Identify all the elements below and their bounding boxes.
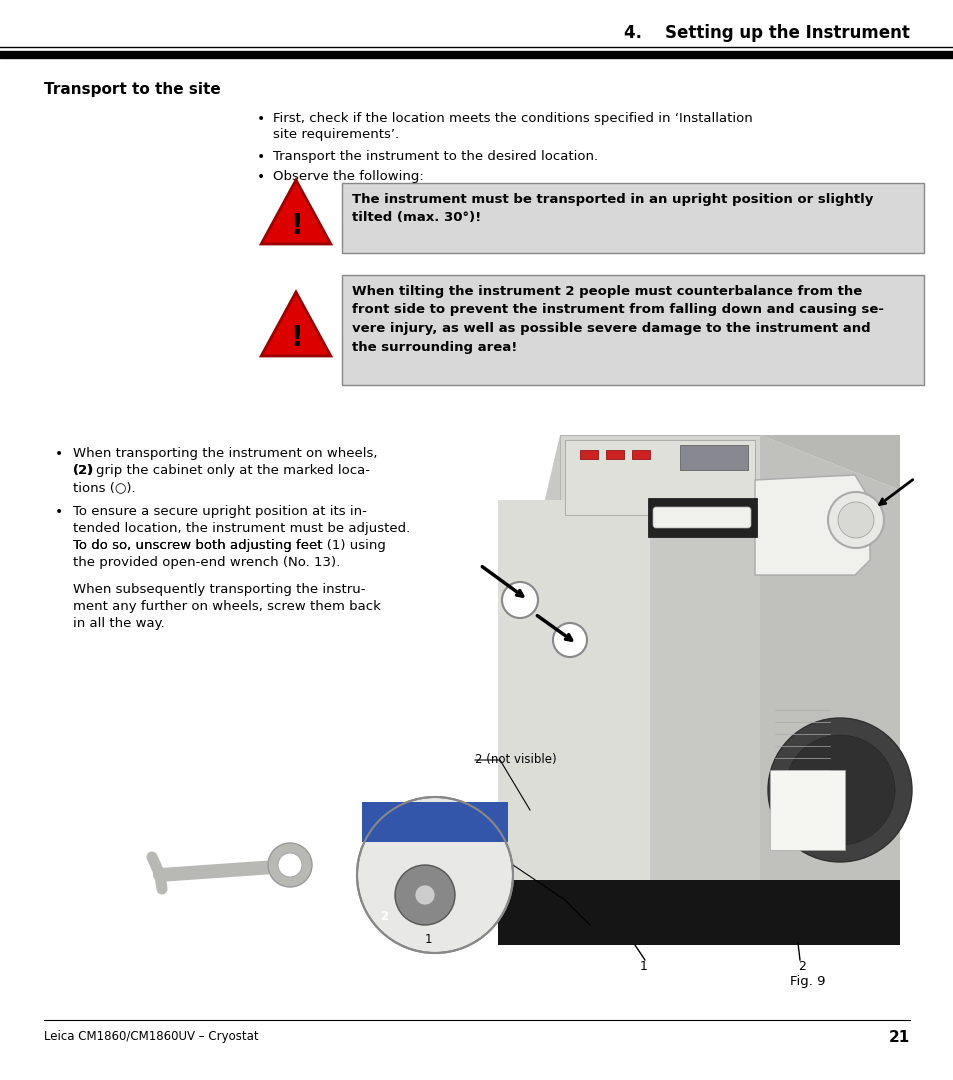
Text: 21: 21 <box>888 1030 909 1045</box>
Polygon shape <box>559 435 760 530</box>
Text: 2: 2 <box>797 960 805 973</box>
Polygon shape <box>754 475 869 575</box>
FancyBboxPatch shape <box>652 507 750 528</box>
Text: •: • <box>256 170 265 184</box>
Text: When tilting the instrument 2 people must counterbalance from the
front side to : When tilting the instrument 2 people mus… <box>352 285 883 353</box>
Polygon shape <box>497 500 649 940</box>
Text: (2): (2) <box>73 464 94 477</box>
Text: tions (○).: tions (○). <box>73 481 135 494</box>
Circle shape <box>395 865 455 924</box>
Circle shape <box>827 492 883 548</box>
Text: The instrument must be transported in an upright position or slightly
tilted (ma: The instrument must be transported in an… <box>352 193 872 225</box>
Circle shape <box>277 853 302 877</box>
Polygon shape <box>559 435 899 490</box>
Circle shape <box>767 718 911 862</box>
Circle shape <box>268 843 312 887</box>
Text: To do so, unscrew both adjusting feet: To do so, unscrew both adjusting feet <box>73 539 327 552</box>
Text: 4.    Setting up the Instrument: 4. Setting up the Instrument <box>623 24 909 42</box>
Polygon shape <box>497 880 899 945</box>
Text: •: • <box>55 447 63 461</box>
Text: 1: 1 <box>639 960 647 973</box>
Text: ment any further on wheels, screw them back: ment any further on wheels, screw them b… <box>73 600 380 613</box>
Text: tended location, the instrument must be adjusted.: tended location, the instrument must be … <box>73 522 410 535</box>
FancyBboxPatch shape <box>605 450 623 459</box>
Text: When transporting the instrument on wheels,: When transporting the instrument on whee… <box>73 447 377 460</box>
FancyBboxPatch shape <box>579 450 598 459</box>
Circle shape <box>501 582 537 618</box>
FancyBboxPatch shape <box>769 770 844 850</box>
Circle shape <box>415 885 435 905</box>
Text: •: • <box>55 505 63 519</box>
Polygon shape <box>261 292 331 356</box>
Text: site requirements’.: site requirements’. <box>273 129 398 141</box>
Text: •: • <box>256 112 265 126</box>
Text: in all the way.: in all the way. <box>73 617 165 630</box>
Circle shape <box>553 623 586 657</box>
FancyBboxPatch shape <box>647 498 757 537</box>
Text: Observe the following:: Observe the following: <box>273 170 423 183</box>
FancyBboxPatch shape <box>564 440 754 515</box>
Text: 1: 1 <box>424 933 432 946</box>
Text: 2: 2 <box>379 910 388 923</box>
FancyBboxPatch shape <box>341 275 923 384</box>
Text: (2) grip the cabinet only at the marked loca-: (2) grip the cabinet only at the marked … <box>73 464 370 477</box>
Text: Fig. 9: Fig. 9 <box>789 975 824 988</box>
Text: •: • <box>256 150 265 164</box>
Text: !: ! <box>290 324 302 352</box>
Text: To ensure a secure upright position at its in-: To ensure a secure upright position at i… <box>73 505 367 518</box>
Text: Transport the instrument to the desired location.: Transport the instrument to the desired … <box>273 150 598 163</box>
FancyBboxPatch shape <box>679 445 747 470</box>
Text: To do so, unscrew both adjusting feet (1) using: To do so, unscrew both adjusting feet (1… <box>73 539 385 552</box>
Text: First, check if the location meets the conditions specified in ‘Installation: First, check if the location meets the c… <box>273 112 752 125</box>
Circle shape <box>837 502 873 538</box>
Text: !: ! <box>290 212 302 240</box>
FancyBboxPatch shape <box>631 450 649 459</box>
Circle shape <box>784 735 894 845</box>
Polygon shape <box>261 180 331 244</box>
Circle shape <box>356 797 513 953</box>
Text: Transport to the site: Transport to the site <box>44 82 220 97</box>
Text: 2 (not visible): 2 (not visible) <box>475 754 556 767</box>
Polygon shape <box>497 435 899 940</box>
Text: the provided open-end wrench (No. 13).: the provided open-end wrench (No. 13). <box>73 556 340 569</box>
FancyBboxPatch shape <box>361 802 507 842</box>
Text: Leica CM1860/CM1860UV – Cryostat: Leica CM1860/CM1860UV – Cryostat <box>44 1030 258 1043</box>
FancyBboxPatch shape <box>341 183 923 253</box>
Polygon shape <box>760 435 899 940</box>
Text: When subsequently transporting the instru-: When subsequently transporting the instr… <box>73 583 365 596</box>
